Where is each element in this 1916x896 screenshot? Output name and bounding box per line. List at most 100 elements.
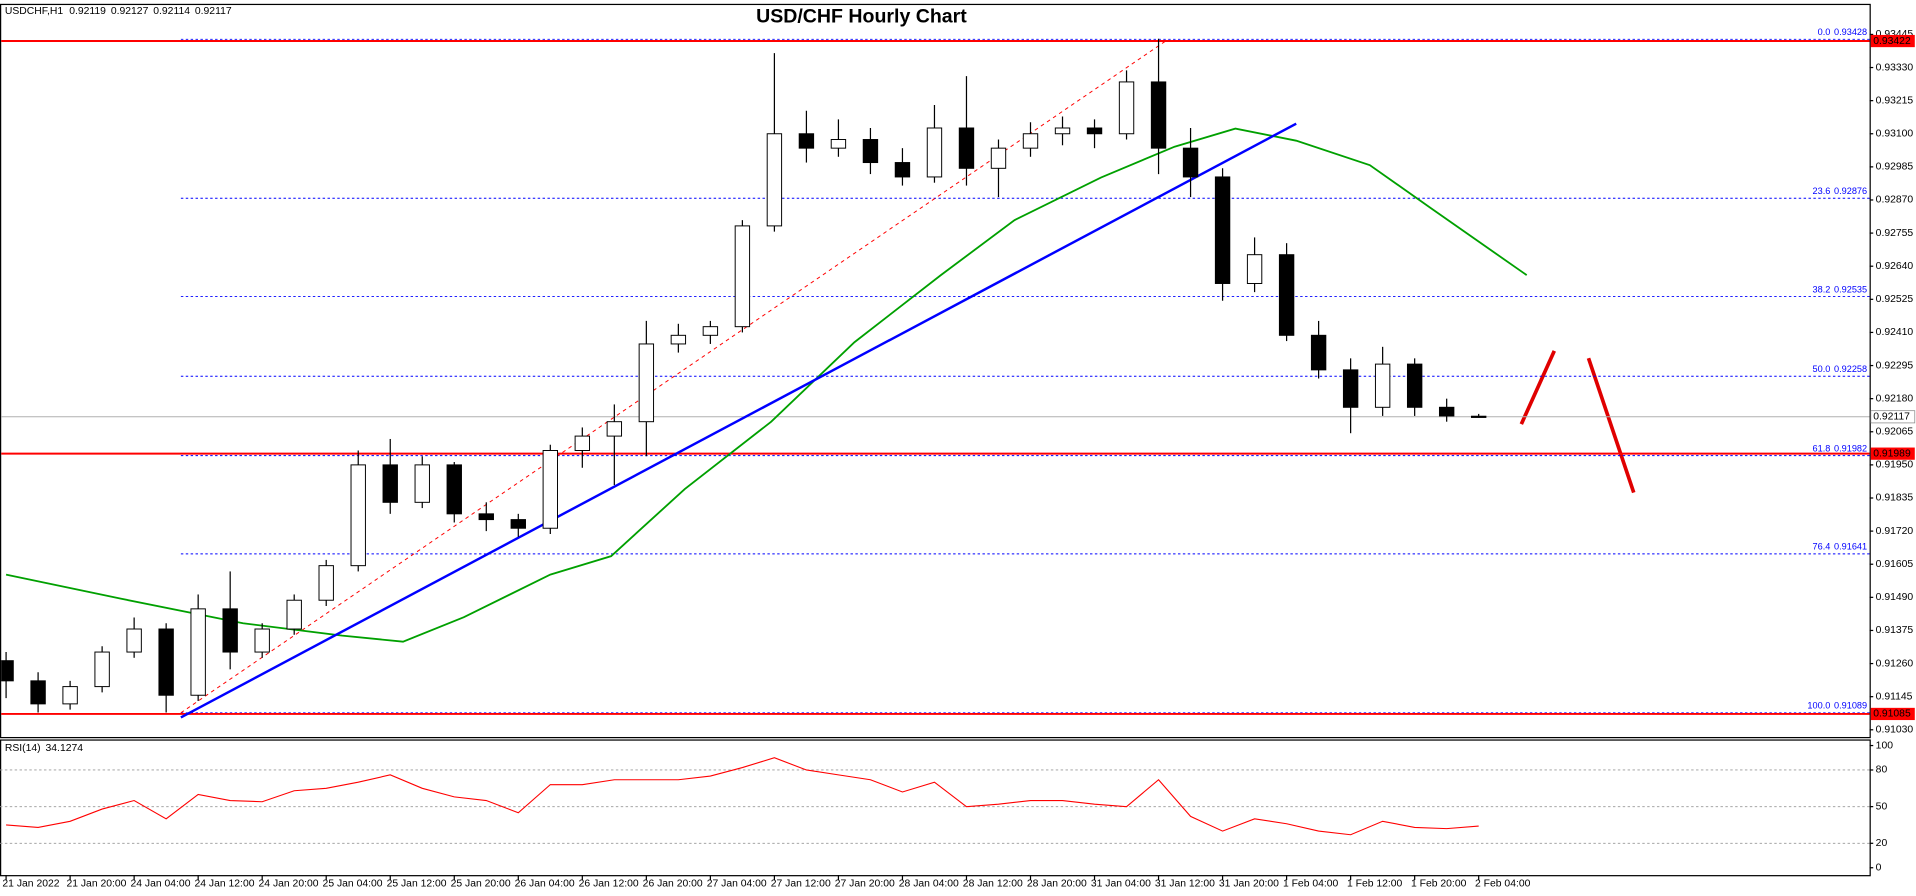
x-tick-label: 31 Jan 04:00: [1091, 878, 1151, 889]
fib-label: 61.8 0.91982: [1813, 444, 1868, 454]
arrow-up: [1519, 350, 1556, 425]
rsi-panel: [0, 739, 1871, 877]
candle-body: [894, 162, 911, 178]
price-box: [1870, 707, 1915, 721]
y-tick-label: 0.91835: [1876, 493, 1914, 504]
candle-body: [926, 127, 943, 178]
fib-value: 0.91641: [1834, 542, 1867, 552]
y-tick-label: 0.91375: [1876, 625, 1914, 636]
symbol: USDCHF,H1: [5, 6, 63, 17]
fib-ratio: 38.2: [1813, 285, 1831, 295]
candle-body: [1374, 363, 1391, 408]
rsi-tick-label: 100: [1876, 740, 1894, 751]
y-tick-label: 0.93100: [1876, 128, 1914, 139]
x-tick-label: 27 Jan 04:00: [707, 878, 767, 889]
fib-line: [180, 38, 1169, 714]
fib-value: 0.91089: [1834, 701, 1867, 711]
fib-label: 50.0 0.92258: [1813, 365, 1868, 375]
candle-body: [222, 608, 238, 653]
candle-body: [830, 139, 847, 149]
candle-body: [510, 519, 526, 529]
y-tick-label: 0.91030: [1876, 725, 1914, 736]
fib-ratio: 50.0: [1813, 365, 1831, 375]
candle-body: [1310, 334, 1327, 371]
x-tick-label: 1 Feb 04:00: [1283, 878, 1339, 889]
header: USDCHF,H1 0.92119 0.92127 0.92114 0.92117: [5, 6, 232, 17]
arrow-down: [1586, 357, 1636, 494]
open: 0.92119: [69, 6, 106, 17]
rsi-line: [6, 757, 1479, 836]
candle-body: [862, 139, 879, 164]
candle-body: [766, 133, 783, 227]
rsi-tick-label: 80: [1876, 765, 1888, 776]
y-tick-label: 0.91490: [1876, 592, 1914, 603]
x-tick-label: 28 Jan 04:00: [899, 878, 959, 889]
rsi-name: RSI(14): [5, 743, 41, 754]
y-tick-label: 0.91260: [1876, 658, 1914, 669]
candle-body: [1118, 81, 1135, 135]
high: 0.92127: [111, 6, 149, 17]
candle-body: [158, 628, 174, 696]
y-tick-label: 0.91950: [1876, 460, 1914, 471]
candle-body: [62, 686, 78, 705]
fib-ratio: 76.4: [1813, 542, 1831, 552]
chart-title: USD/CHF Hourly Chart: [756, 5, 967, 27]
y-tick-label: 0.92410: [1876, 327, 1914, 338]
candle-body: [990, 147, 1007, 169]
y-tick-label: 0.92180: [1876, 393, 1914, 404]
candle-body: [286, 599, 302, 630]
y-tick-label: 0.92640: [1876, 261, 1914, 272]
y-tick-label: 0.93445: [1876, 29, 1914, 40]
candle-body: [30, 680, 46, 705]
fib-label: 23.6 0.92876: [1813, 187, 1868, 197]
x-tick-label: 25 Jan 12:00: [387, 878, 447, 889]
x-tick-label: 26 Jan 12:00: [579, 878, 639, 889]
y-tick-label: 0.92295: [1876, 360, 1914, 371]
candle-body: [958, 127, 975, 169]
candle-body: [638, 343, 655, 423]
price-box-label: 0.91085: [1873, 709, 1911, 720]
fib-label: 0.0 0.93428: [1818, 28, 1868, 38]
candle-body: [1214, 176, 1231, 284]
candle-body: [1086, 127, 1103, 135]
fib-label: 38.2 0.92535: [1813, 285, 1868, 295]
y-tick-label: 0.93330: [1876, 62, 1914, 73]
candle-body: [574, 435, 591, 451]
current-price-box: [1870, 410, 1916, 424]
price-box: [1870, 34, 1915, 48]
candle-body: [798, 133, 815, 149]
price-box-label: 0.91989: [1873, 448, 1911, 459]
rsi-tick-label: 0: [1876, 862, 1882, 873]
fib-ratio: 0.0: [1818, 28, 1831, 38]
fib-value: 0.91982: [1834, 444, 1867, 454]
y-tick-label: 0.91605: [1876, 559, 1914, 570]
x-tick-label: 31 Jan 12:00: [1155, 878, 1215, 889]
x-tick-label: 24 Jan 04:00: [130, 878, 190, 889]
candle-body: [382, 464, 398, 503]
fib-ratio: 23.6: [1813, 187, 1831, 197]
y-tick-label: 0.92870: [1876, 195, 1914, 206]
y-tick-label: 0.92525: [1876, 294, 1914, 305]
x-tick-label: 26 Jan 04:00: [515, 878, 575, 889]
candle-body: [606, 421, 623, 437]
candle-body: [1246, 254, 1263, 284]
candle-body: [414, 464, 430, 503]
x-tick-label: 27 Jan 20:00: [835, 878, 895, 889]
y-tick-label: 0.92755: [1876, 228, 1914, 239]
candle-body: [1342, 369, 1359, 408]
candle-body: [542, 450, 558, 529]
price-box-label: 0.93422: [1873, 36, 1911, 47]
candle-body: [1022, 133, 1039, 149]
x-tick-label: 25 Jan 20:00: [451, 878, 511, 889]
y-tick-label: 0.92985: [1876, 162, 1914, 173]
candle-body: [94, 651, 110, 688]
candle-body: [190, 608, 206, 696]
candle-body: [1054, 127, 1071, 135]
rsi-tick-label: 20: [1876, 838, 1888, 849]
rsi-tick-label: 50: [1876, 801, 1888, 812]
fib-ratio: 61.8: [1813, 444, 1831, 454]
price-box: [1870, 447, 1915, 460]
low: 0.92114: [153, 6, 190, 17]
